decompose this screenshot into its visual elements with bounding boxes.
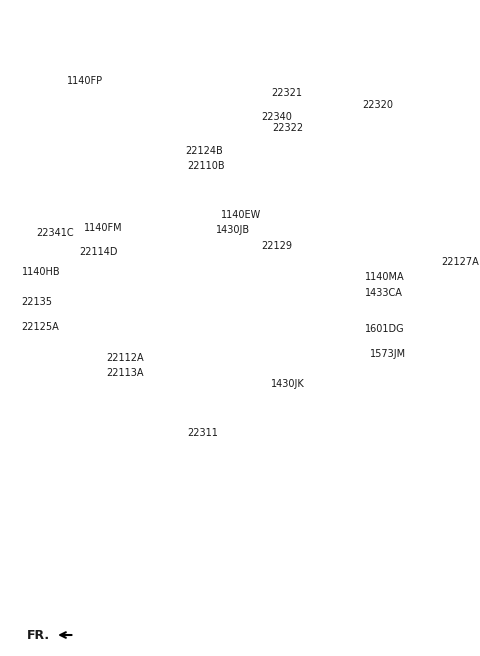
Text: FR.: FR. [26,628,49,642]
Text: 22320: 22320 [362,100,394,110]
Text: 1140FP: 1140FP [67,75,103,86]
Text: 22113A: 22113A [107,367,144,378]
Text: 1601DG: 1601DG [365,324,405,335]
Text: 1140FM: 1140FM [84,222,122,233]
Text: 22112A: 22112A [107,353,144,363]
Text: 22311: 22311 [187,428,218,438]
Text: 1573JM: 1573JM [370,349,406,359]
Text: 22321: 22321 [271,88,302,98]
Text: 1140MA: 1140MA [365,272,405,282]
Text: 1140HB: 1140HB [22,267,60,277]
Text: 22340: 22340 [262,112,292,122]
Text: 1430JK: 1430JK [271,379,305,389]
Text: 22125A: 22125A [22,321,60,332]
Text: 22135: 22135 [22,297,53,307]
Text: 1430JB: 1430JB [216,224,250,235]
Text: 22322: 22322 [272,123,303,133]
Text: 22110B: 22110B [188,161,225,171]
Text: 1140EW: 1140EW [221,210,261,220]
Text: 22341C: 22341C [36,228,73,238]
Text: 22127A: 22127A [442,257,480,268]
Text: 22114D: 22114D [79,247,118,257]
Text: 22124B: 22124B [185,146,223,156]
Text: 1433CA: 1433CA [365,288,403,298]
Text: 22129: 22129 [262,241,293,251]
